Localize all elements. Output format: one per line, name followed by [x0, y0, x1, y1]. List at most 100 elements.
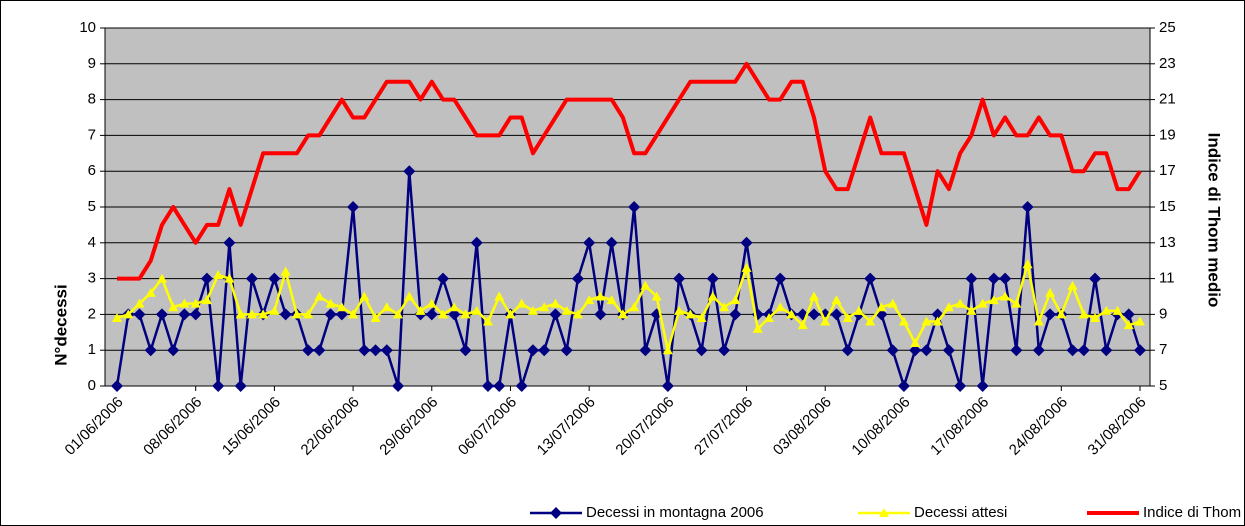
point: [898, 316, 909, 326]
point: [886, 344, 899, 357]
point: [303, 309, 314, 319]
point: [831, 295, 842, 305]
legend-label: Decessi in montagna 2006: [586, 504, 764, 521]
y-tick-label: 0: [88, 377, 96, 394]
point: [987, 272, 1000, 285]
point: [1135, 316, 1145, 326]
legend-label: Indice di Thom: [1143, 504, 1241, 521]
point: [730, 295, 741, 305]
point: [617, 309, 628, 319]
point: [481, 380, 494, 392]
point: [212, 380, 225, 392]
point: [358, 344, 371, 357]
point: [1122, 308, 1135, 321]
point: [1078, 309, 1089, 319]
point: [921, 316, 932, 326]
point: [369, 344, 382, 357]
point: [123, 309, 134, 319]
y-tick-label: 7: [88, 126, 96, 143]
point: [268, 272, 281, 285]
point: [482, 316, 493, 326]
point: [661, 380, 674, 392]
point: [1056, 309, 1067, 319]
point: [538, 344, 551, 357]
y2-tick-label: 17: [1159, 162, 1176, 179]
point: [234, 380, 247, 392]
point: [662, 345, 673, 355]
y2-axis-title: Indice di Thom medio: [1205, 133, 1224, 308]
point: [695, 344, 708, 357]
point: [1134, 344, 1146, 357]
point: [526, 344, 539, 357]
point: [865, 316, 876, 326]
point: [134, 298, 145, 308]
y-tick-label: 1: [88, 341, 96, 358]
y2-tick-label: 7: [1159, 341, 1167, 358]
point: [144, 344, 157, 357]
point: [966, 305, 977, 315]
point: [797, 320, 808, 330]
point: [1066, 344, 1079, 357]
point: [764, 312, 775, 322]
point: [719, 302, 730, 312]
point: [897, 380, 910, 392]
point: [853, 305, 864, 315]
y2-tick-label: 21: [1159, 91, 1176, 108]
point: [1123, 320, 1134, 330]
y-tick-label: 4: [88, 234, 96, 251]
point: [774, 272, 787, 285]
point: [1089, 272, 1102, 285]
point: [549, 308, 562, 321]
point: [438, 309, 449, 319]
point: [189, 308, 202, 321]
point: [1032, 344, 1045, 357]
point: [245, 272, 258, 285]
point: [629, 302, 640, 312]
point: [313, 344, 326, 357]
y2-tick-label: 19: [1159, 126, 1176, 143]
point: [223, 236, 236, 249]
point: [842, 312, 853, 322]
y-tick-label: 10: [79, 19, 96, 36]
point: [325, 298, 336, 308]
point: [820, 316, 831, 326]
point: [977, 298, 988, 308]
y-tick-label: 2: [88, 305, 96, 322]
point: [392, 380, 405, 392]
point: [965, 272, 978, 285]
point: [988, 295, 999, 305]
point: [415, 305, 426, 315]
point: [910, 338, 921, 348]
point: [168, 302, 179, 312]
point: [707, 291, 718, 301]
point: [594, 308, 607, 321]
y2-tick-label: 13: [1159, 234, 1176, 251]
point: [335, 308, 348, 321]
y2-tick-label: 11: [1159, 270, 1175, 287]
point: [1010, 344, 1023, 357]
point: [359, 291, 370, 301]
point: [347, 201, 360, 213]
point: [213, 270, 224, 280]
point: [448, 308, 461, 321]
point: [178, 308, 191, 321]
point: [145, 287, 156, 297]
point: [718, 344, 731, 357]
point: [179, 298, 190, 308]
point: [302, 344, 315, 357]
point: [864, 272, 877, 285]
point: [459, 344, 472, 357]
y-tick-label: 3: [88, 270, 96, 287]
point: [348, 309, 359, 319]
legend-marker: [550, 507, 562, 519]
point: [741, 262, 752, 272]
point: [1067, 280, 1078, 290]
point: [269, 305, 280, 315]
point: [246, 309, 257, 319]
point: [932, 316, 943, 326]
point: [1000, 291, 1011, 301]
point: [696, 312, 707, 322]
point: [942, 344, 955, 357]
point: [516, 298, 527, 308]
point: [471, 305, 482, 315]
